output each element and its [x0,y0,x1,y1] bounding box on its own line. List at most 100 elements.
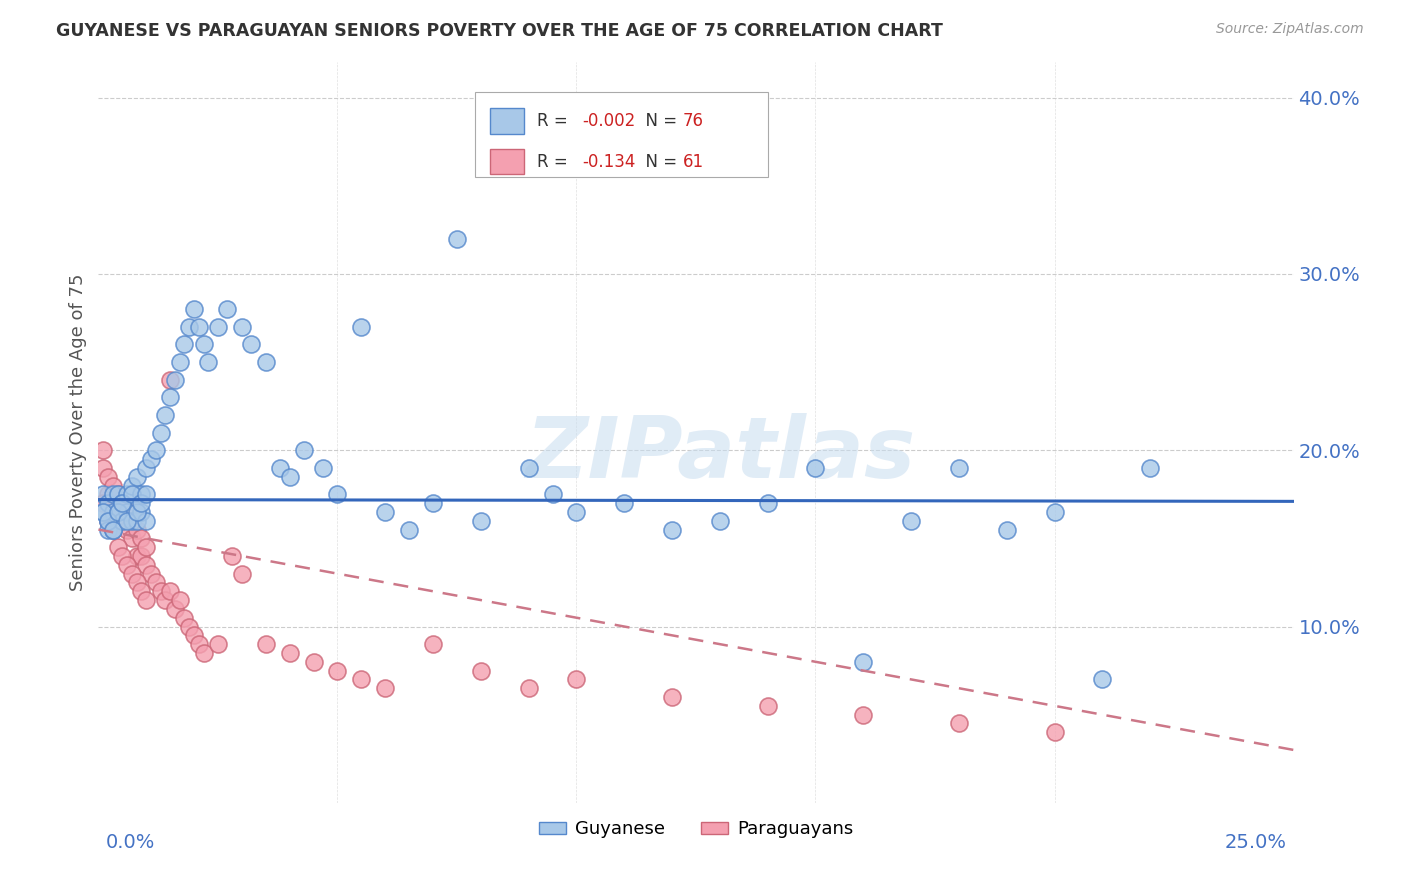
Point [995,523,1018,537]
Point [97,514,120,528]
Point [97,523,120,537]
Point [1139,461,1161,475]
Point [135,540,157,554]
Point [1091,673,1114,687]
Point [115,505,138,519]
Point [231,566,253,581]
Text: 76: 76 [683,112,704,130]
Point [187,637,209,651]
Text: -0.002: -0.002 [582,112,636,130]
Point [193,337,215,351]
Point [97,487,120,501]
Point [101,505,124,519]
Point [115,487,138,501]
Point [159,390,181,404]
Text: 0.0%: 0.0% [105,833,155,853]
Point [159,373,181,387]
Point [422,637,444,651]
Point [254,637,277,651]
Point [302,655,325,669]
Point [613,496,636,510]
Point [900,514,922,528]
Point [111,514,134,528]
Point [135,593,157,607]
Point [131,496,153,510]
Point [107,487,129,501]
Point [97,469,120,483]
Point [145,443,167,458]
Point [107,505,129,519]
Point [131,487,153,501]
Point [541,487,564,501]
Point [107,505,129,519]
Point [292,443,315,458]
FancyBboxPatch shape [491,108,524,134]
Text: R =: R = [537,112,574,130]
Point [446,232,468,246]
Point [207,319,229,334]
Point [111,496,134,510]
Point [139,452,162,467]
Point [101,523,124,537]
Point [183,302,205,317]
Point [1043,725,1066,739]
Point [398,523,420,537]
Point [131,584,153,599]
Point [91,487,114,501]
Point [217,302,239,317]
Point [948,461,970,475]
Point [139,566,162,581]
Point [115,558,138,572]
Point [97,496,120,510]
Point [159,584,181,599]
Point [125,549,148,563]
Point [804,461,827,475]
Point [179,319,201,334]
Point [111,496,134,510]
Point [661,523,683,537]
Point [278,469,301,483]
Point [91,505,114,519]
Point [131,532,153,546]
Point [101,523,124,537]
Text: 25.0%: 25.0% [1225,833,1286,853]
Point [125,514,148,528]
Point [115,514,138,528]
Point [312,461,335,475]
Point [125,523,148,537]
Point [131,549,153,563]
Legend: Guyanese, Paraguayans: Guyanese, Paraguayans [531,814,860,846]
Point [107,487,129,501]
Point [91,443,114,458]
Text: -0.134: -0.134 [582,153,636,170]
Point [131,505,153,519]
Point [709,514,731,528]
Point [169,355,191,369]
Point [149,425,172,440]
Point [121,478,143,492]
Point [661,690,683,704]
Point [121,566,143,581]
Point [121,487,143,501]
Point [169,593,191,607]
Point [221,549,243,563]
FancyBboxPatch shape [475,92,768,178]
Point [101,478,124,492]
Point [470,664,492,678]
Point [163,602,186,616]
Point [111,549,134,563]
Point [97,514,120,528]
Point [517,461,540,475]
Text: 61: 61 [683,153,704,170]
Point [254,355,277,369]
Point [350,673,373,687]
Point [422,496,444,510]
Point [326,664,349,678]
Text: GUYANESE VS PARAGUAYAN SENIORS POVERTY OVER THE AGE OF 75 CORRELATION CHART: GUYANESE VS PARAGUAYAN SENIORS POVERTY O… [56,22,943,40]
Point [101,496,124,510]
Point [107,540,129,554]
Point [121,532,143,546]
Point [1043,505,1066,519]
Point [121,514,143,528]
Point [517,681,540,696]
